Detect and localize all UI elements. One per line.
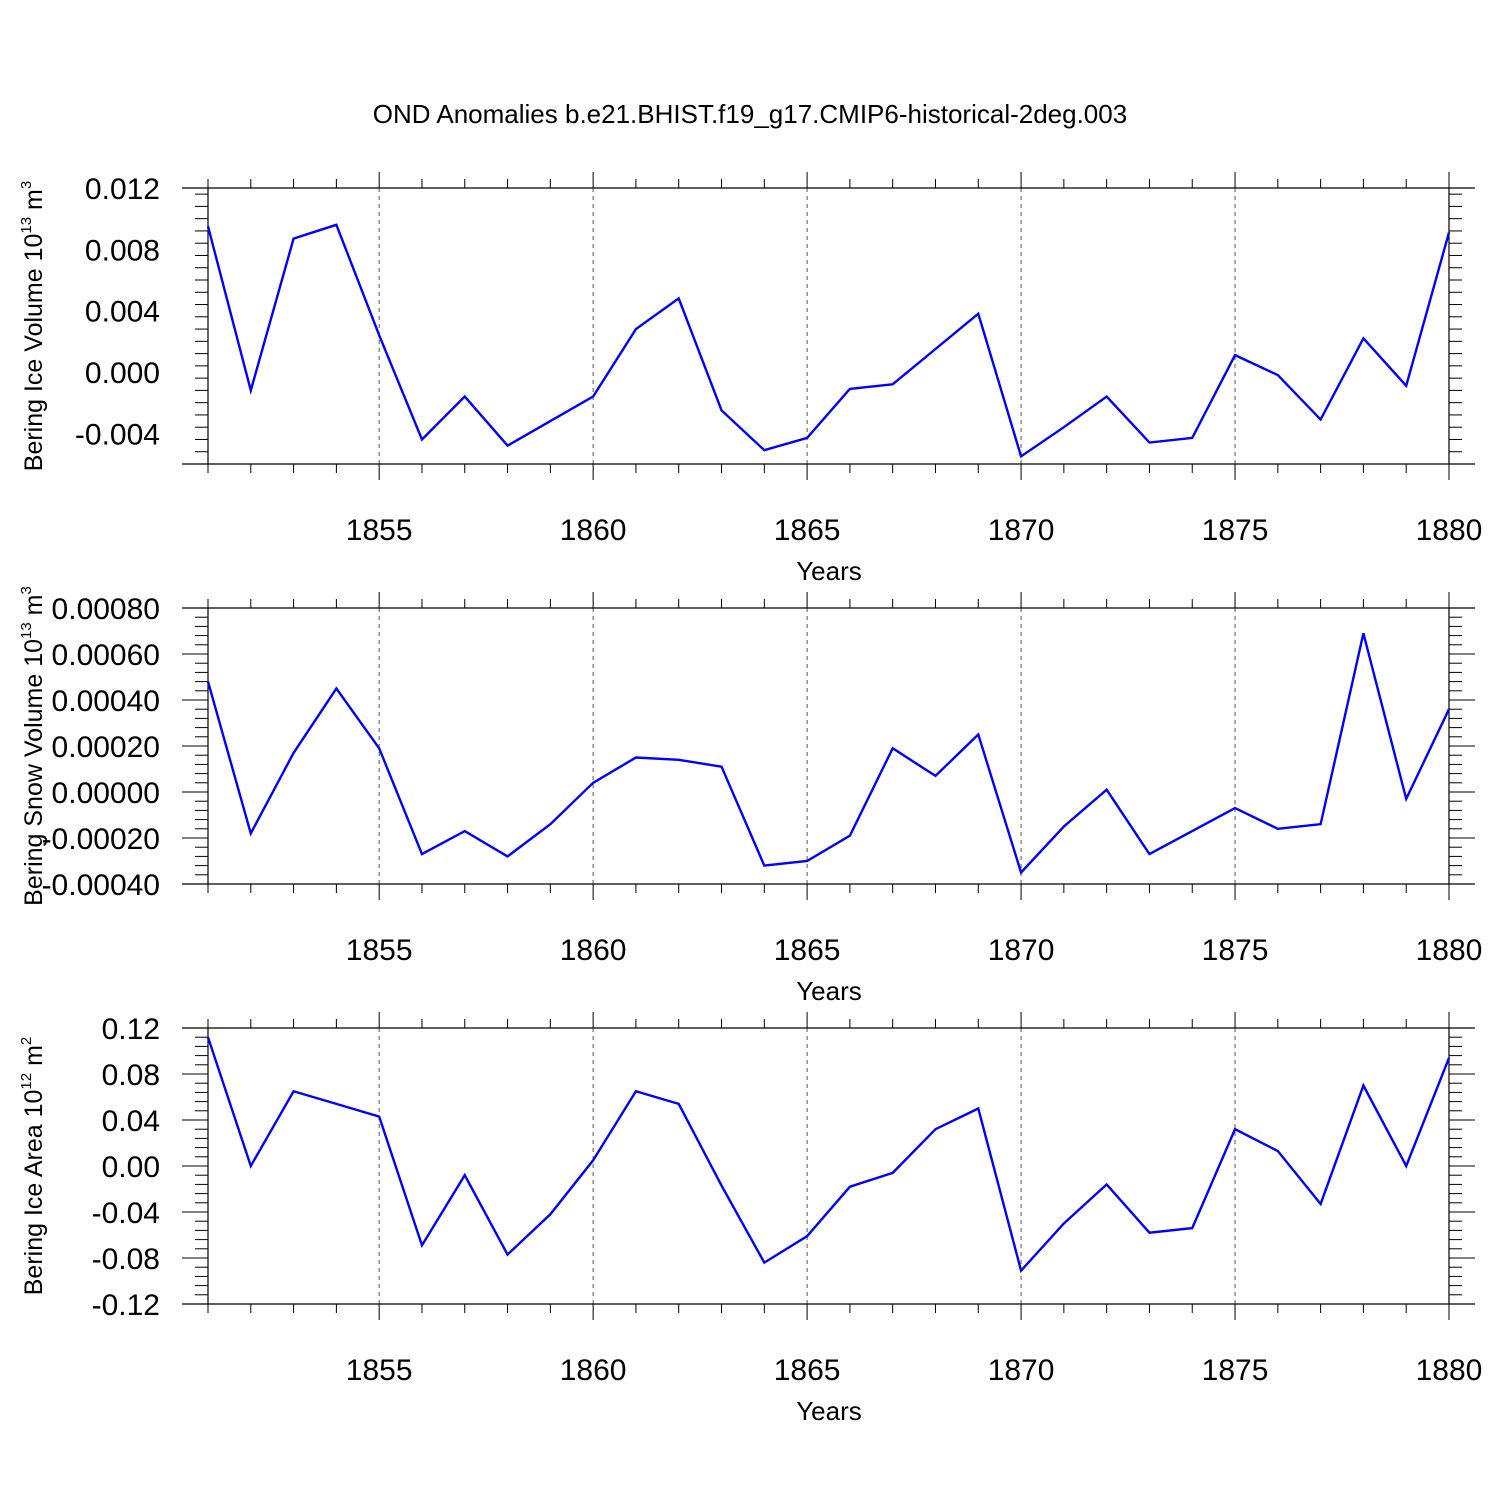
y-tick-label: 0.00040 (52, 685, 160, 718)
x-tick-label: 1870 (988, 934, 1055, 967)
y-tick-label: 0.012 (85, 173, 160, 206)
y-tick-label: -0.04 (92, 1197, 160, 1230)
chart-panel-3: -0.12 -0.08 -0.04 0.00 0.04 0.08 0.12 1855 1860 1… (18, 1012, 1482, 1426)
y-tick-label: 0.04 (102, 1105, 160, 1138)
x-tick-label: 1855 (346, 514, 413, 547)
chart-panel-1: -0.004 0.000 0.004 0.008 0.012 1855 1860 1865 18… (18, 172, 1482, 586)
y-tick-label: 0.00020 (52, 731, 160, 764)
y-tick-label: 0.00060 (52, 639, 160, 672)
series-line (206, 1036, 1451, 1274)
x-tick-label: 1875 (1202, 934, 1269, 967)
y-axis-label: Bering Snow Volume 1013 m3 (18, 586, 48, 906)
y-tick-label: 0.08 (102, 1059, 160, 1092)
x-tick-label: 1875 (1202, 514, 1269, 547)
y-tick-label: 0.008 (85, 234, 160, 267)
y-axis-label: Bering Ice Volume 1013 m3 (18, 181, 48, 471)
x-tick-label: 1860 (560, 1354, 627, 1387)
x-tick-label: 1870 (988, 1354, 1055, 1387)
x-tick-label: 1870 (988, 514, 1055, 547)
x-tick-label: 1860 (560, 934, 627, 967)
y-tick-label: 0.00080 (52, 593, 160, 626)
panels: -0.004 0.000 0.004 0.008 0.012 1855 1860 1865 18… (18, 172, 1482, 1426)
y-axis-label-text: m (20, 189, 48, 217)
unit-exponent: 13 (18, 217, 35, 234)
chart-title: OND Anomalies b.e21.BHIST.f19_g17.CMIP6-… (373, 99, 1127, 129)
y-tick-label: -0.08 (92, 1243, 160, 1276)
x-tick-label: 1855 (346, 1354, 413, 1387)
unit-exponent: 12 (18, 1073, 35, 1090)
unit-exponent: 13 (18, 622, 35, 639)
x-tick-label: 1880 (1416, 1354, 1483, 1387)
y-axis-label-text: Bering Ice Volume 10 (20, 234, 48, 472)
series-line (206, 632, 1451, 875)
y-axis-label-text: m (20, 1045, 48, 1073)
x-tick-label: 1880 (1416, 514, 1483, 547)
x-tick-label: 1865 (774, 514, 841, 547)
x-tick-label: 1865 (774, 1354, 841, 1387)
y-axis-label: Bering Ice Area 1012 m2 (18, 1037, 48, 1296)
x-tick-label: 1875 (1202, 1354, 1269, 1387)
y-axis-label-text: Bering Ice Area 10 (20, 1090, 48, 1296)
chart-panel-2: -0.00040 -0.00020 0.00000 0.00020 0.00040 0.0… (18, 586, 1482, 1006)
x-tick-label: 1865 (774, 934, 841, 967)
series-line (206, 223, 1451, 459)
y-tick-label: 0.000 (85, 357, 160, 390)
y-axis-label-text: Bering Snow Volume 10 (20, 639, 48, 906)
unit-exponent: 3 (18, 586, 35, 594)
x-tick-label: 1855 (346, 934, 413, 967)
x-axis-label: Years (796, 976, 862, 1006)
y-tick-label: -0.00020 (42, 823, 160, 856)
y-tick-label: 0.00 (102, 1151, 160, 1184)
y-tick-label: 0.00000 (52, 777, 160, 810)
y-tick-label: -0.00040 (42, 869, 160, 902)
unit-exponent: 3 (18, 181, 35, 189)
y-tick-label: 0.004 (85, 296, 160, 329)
y-tick-label: -0.12 (92, 1289, 160, 1322)
x-axis-label: Years (796, 556, 862, 586)
x-tick-label: 1860 (560, 514, 627, 547)
y-axis-label-text: m (20, 595, 48, 623)
y-tick-label: -0.004 (75, 418, 160, 451)
x-tick-label: 1880 (1416, 934, 1483, 967)
y-tick-label: 0.12 (102, 1013, 160, 1046)
x-axis-label: Years (796, 1396, 862, 1426)
unit-exponent: 2 (18, 1037, 35, 1045)
